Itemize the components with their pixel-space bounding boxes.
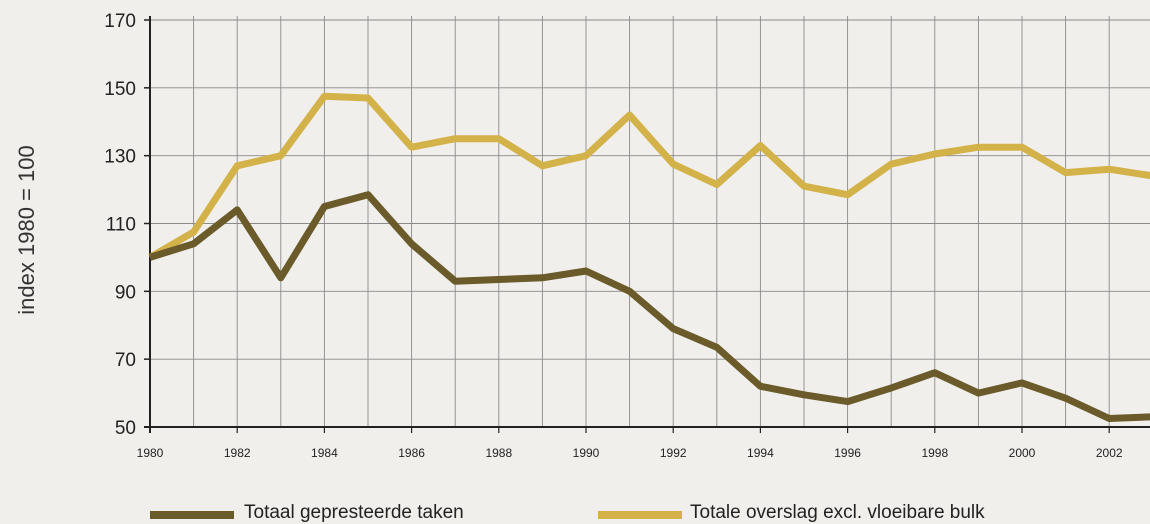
y-tick-label: 50	[115, 418, 136, 439]
x-tick-label: 1998	[921, 446, 948, 460]
x-tick-label: 2000	[1009, 446, 1036, 460]
y-axis-label: index 1980 = 100	[14, 145, 39, 314]
series-lines	[148, 92, 1150, 422]
legend-label-totaal-gepresteerde-taken: Totaal gepresteerde taken	[244, 502, 464, 523]
series-line-totale-overslag	[148, 92, 1150, 261]
x-tick-label: 1990	[573, 446, 600, 460]
y-tick-label: 110	[106, 215, 136, 236]
grid	[150, 16, 1150, 427]
legend-swatch-totale-overslag	[598, 511, 682, 519]
y-tick-label: 130	[104, 147, 136, 168]
y-tick-label: 170	[104, 11, 136, 32]
y-tick-label: 90	[115, 282, 136, 303]
y-tick-labels: 50 70 90 110 130 150 170	[104, 11, 136, 439]
x-tick-label: 1996	[834, 446, 861, 460]
x-tick-label: 1988	[485, 446, 512, 460]
legend-swatch-totaal-gepresteerde-taken	[150, 511, 234, 519]
series-line-totaal-gepresteerde-taken	[148, 191, 1150, 422]
y-tick-label: 70	[115, 350, 136, 371]
y-tick-label: 150	[104, 79, 136, 100]
x-tick-label: 1994	[747, 446, 774, 460]
axes	[144, 16, 1150, 433]
x-tick-label: 1980	[137, 446, 164, 460]
x-tick-label: 1984	[311, 446, 338, 460]
x-tick-label: 1986	[398, 446, 425, 460]
x-tick-label: 1982	[224, 446, 251, 460]
legend: Totaal gepresteerde taken Totale oversla…	[150, 502, 985, 523]
x-tick-labels: 1980 1982 1984 1986 1988 1990 1992 1994 1996 1998…	[137, 446, 1123, 460]
legend-label-totale-overslag: Totale overslag excl. vloeibare bulk	[690, 502, 985, 523]
x-tick-label: 1992	[660, 446, 687, 460]
x-tick-label: 2002	[1096, 446, 1123, 460]
